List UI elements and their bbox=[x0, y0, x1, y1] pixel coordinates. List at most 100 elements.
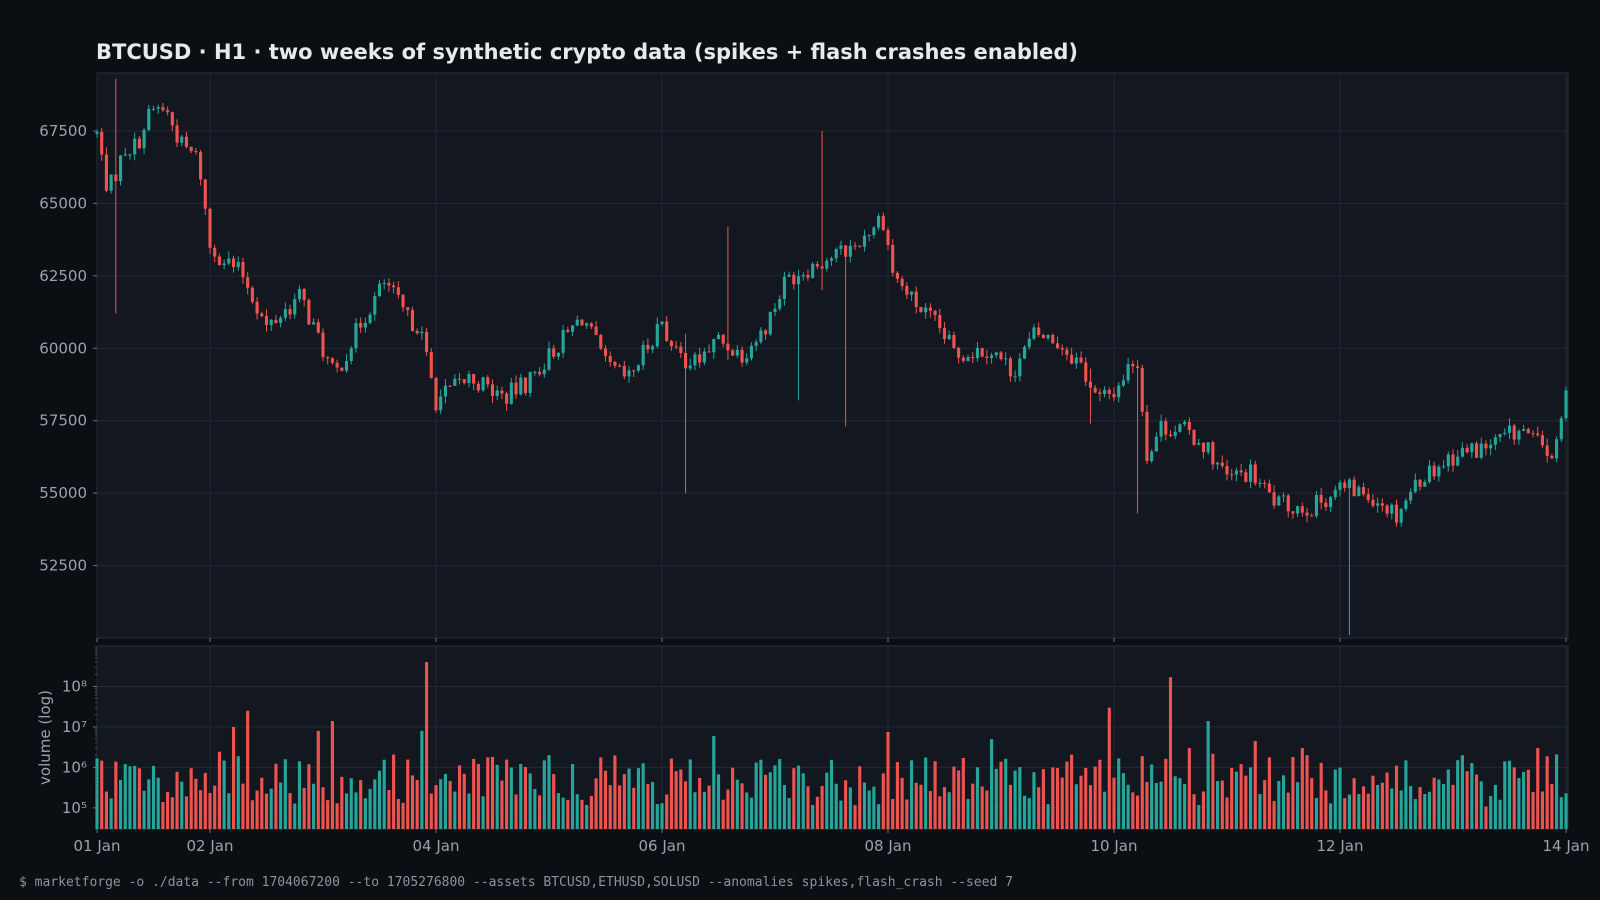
candle-body bbox=[1070, 354, 1074, 364]
candle-body bbox=[538, 371, 542, 375]
volume-bar bbox=[519, 763, 523, 829]
candle-body bbox=[184, 136, 189, 147]
volume-bar bbox=[1055, 768, 1060, 829]
volume-bar bbox=[335, 803, 339, 829]
volume-bar bbox=[1338, 767, 1342, 829]
volume-bar bbox=[1103, 791, 1107, 829]
candle-body bbox=[891, 244, 895, 273]
candle-body bbox=[924, 307, 928, 313]
candle-body bbox=[114, 174, 118, 182]
candle-body bbox=[297, 288, 302, 300]
candle-body bbox=[222, 263, 226, 266]
candle-body bbox=[655, 324, 659, 347]
candle-body bbox=[674, 346, 678, 348]
volume-bar bbox=[255, 790, 259, 829]
candle-body bbox=[1093, 387, 1097, 393]
volume-bar bbox=[881, 773, 885, 829]
candle-body bbox=[1046, 334, 1050, 339]
volume-bar bbox=[547, 755, 551, 829]
volume-bar bbox=[815, 796, 819, 829]
volume-bar bbox=[688, 759, 692, 829]
candle-body bbox=[679, 346, 683, 354]
candle-body bbox=[1022, 346, 1027, 359]
volume-bar bbox=[392, 754, 396, 829]
volume-bar bbox=[1013, 770, 1017, 829]
volume-bar bbox=[175, 771, 179, 829]
candle-body bbox=[787, 274, 791, 277]
candle-body bbox=[279, 317, 283, 323]
candle-body bbox=[1150, 451, 1154, 462]
volume-bar bbox=[1154, 782, 1158, 829]
candle-body bbox=[189, 146, 193, 152]
volume-bar bbox=[1065, 761, 1069, 829]
candle-body bbox=[420, 331, 424, 334]
volume-tick-label: 10⁸ bbox=[62, 677, 87, 695]
volume-bar bbox=[561, 797, 565, 829]
volume-bar bbox=[952, 766, 956, 829]
volume-bar bbox=[137, 768, 141, 829]
volume-bar bbox=[1555, 754, 1559, 829]
candle-body bbox=[312, 322, 316, 325]
candle-body bbox=[1211, 442, 1215, 465]
candle-body bbox=[792, 274, 796, 285]
volume-bar bbox=[740, 783, 744, 829]
volume-bar bbox=[613, 755, 617, 829]
volume-bar bbox=[1545, 756, 1549, 829]
volume-bar bbox=[344, 793, 349, 829]
volume-bar bbox=[104, 791, 108, 829]
volume-bar bbox=[1427, 791, 1432, 829]
volume-bar bbox=[707, 785, 711, 829]
candle-body bbox=[782, 276, 786, 300]
volume-bar bbox=[1088, 785, 1093, 829]
candle-body bbox=[1338, 482, 1342, 490]
price-tick-label: 57500 bbox=[39, 412, 87, 430]
time-tick-label: 06 Jan bbox=[639, 837, 686, 855]
volume-bar bbox=[759, 759, 763, 829]
volume-bar bbox=[971, 783, 975, 829]
candle-body bbox=[1333, 489, 1337, 498]
candle-body bbox=[227, 258, 231, 264]
volume-bar bbox=[1512, 767, 1516, 829]
candle-body bbox=[213, 247, 217, 257]
volume-bar bbox=[476, 763, 480, 829]
volume-bar bbox=[359, 780, 363, 829]
candle-body bbox=[519, 377, 523, 395]
volume-bar bbox=[415, 780, 419, 829]
time-tick-label: 04 Jan bbox=[413, 837, 460, 855]
candle-body bbox=[415, 330, 419, 334]
volume-bar bbox=[1564, 793, 1568, 829]
candle-body bbox=[1409, 491, 1413, 501]
candle-body bbox=[1380, 503, 1384, 506]
candle-body bbox=[919, 306, 923, 313]
volume-bar bbox=[1456, 760, 1460, 829]
candle-body bbox=[495, 390, 499, 396]
candle-body bbox=[1220, 462, 1224, 466]
volume-bar bbox=[443, 774, 447, 829]
candle-body bbox=[396, 287, 400, 295]
volume-bar bbox=[731, 767, 735, 829]
candle-body bbox=[231, 258, 236, 268]
volume-bar bbox=[1192, 794, 1196, 829]
candle-body bbox=[994, 352, 998, 356]
volume-bar bbox=[618, 785, 622, 829]
volume-bar bbox=[236, 756, 240, 829]
volume-bar bbox=[1107, 707, 1111, 829]
candle-body bbox=[669, 340, 673, 347]
candle-body bbox=[952, 334, 956, 348]
candle-body bbox=[665, 321, 669, 341]
candle-body bbox=[1168, 434, 1173, 437]
volume-bar bbox=[947, 792, 951, 829]
candle-body bbox=[660, 321, 664, 325]
candle-body bbox=[514, 382, 518, 395]
volume-bar bbox=[966, 799, 970, 829]
volume-bar bbox=[575, 794, 579, 829]
volume-bar bbox=[194, 778, 198, 829]
candle-body bbox=[1319, 494, 1323, 503]
candle-body bbox=[509, 382, 513, 404]
candle-body bbox=[1498, 434, 1502, 438]
volume-tick-label: 10⁷ bbox=[62, 718, 87, 736]
candle-body bbox=[1484, 443, 1488, 449]
candle-body bbox=[429, 352, 433, 378]
volume-bar bbox=[100, 760, 104, 829]
volume-bars-layer bbox=[95, 662, 1568, 829]
